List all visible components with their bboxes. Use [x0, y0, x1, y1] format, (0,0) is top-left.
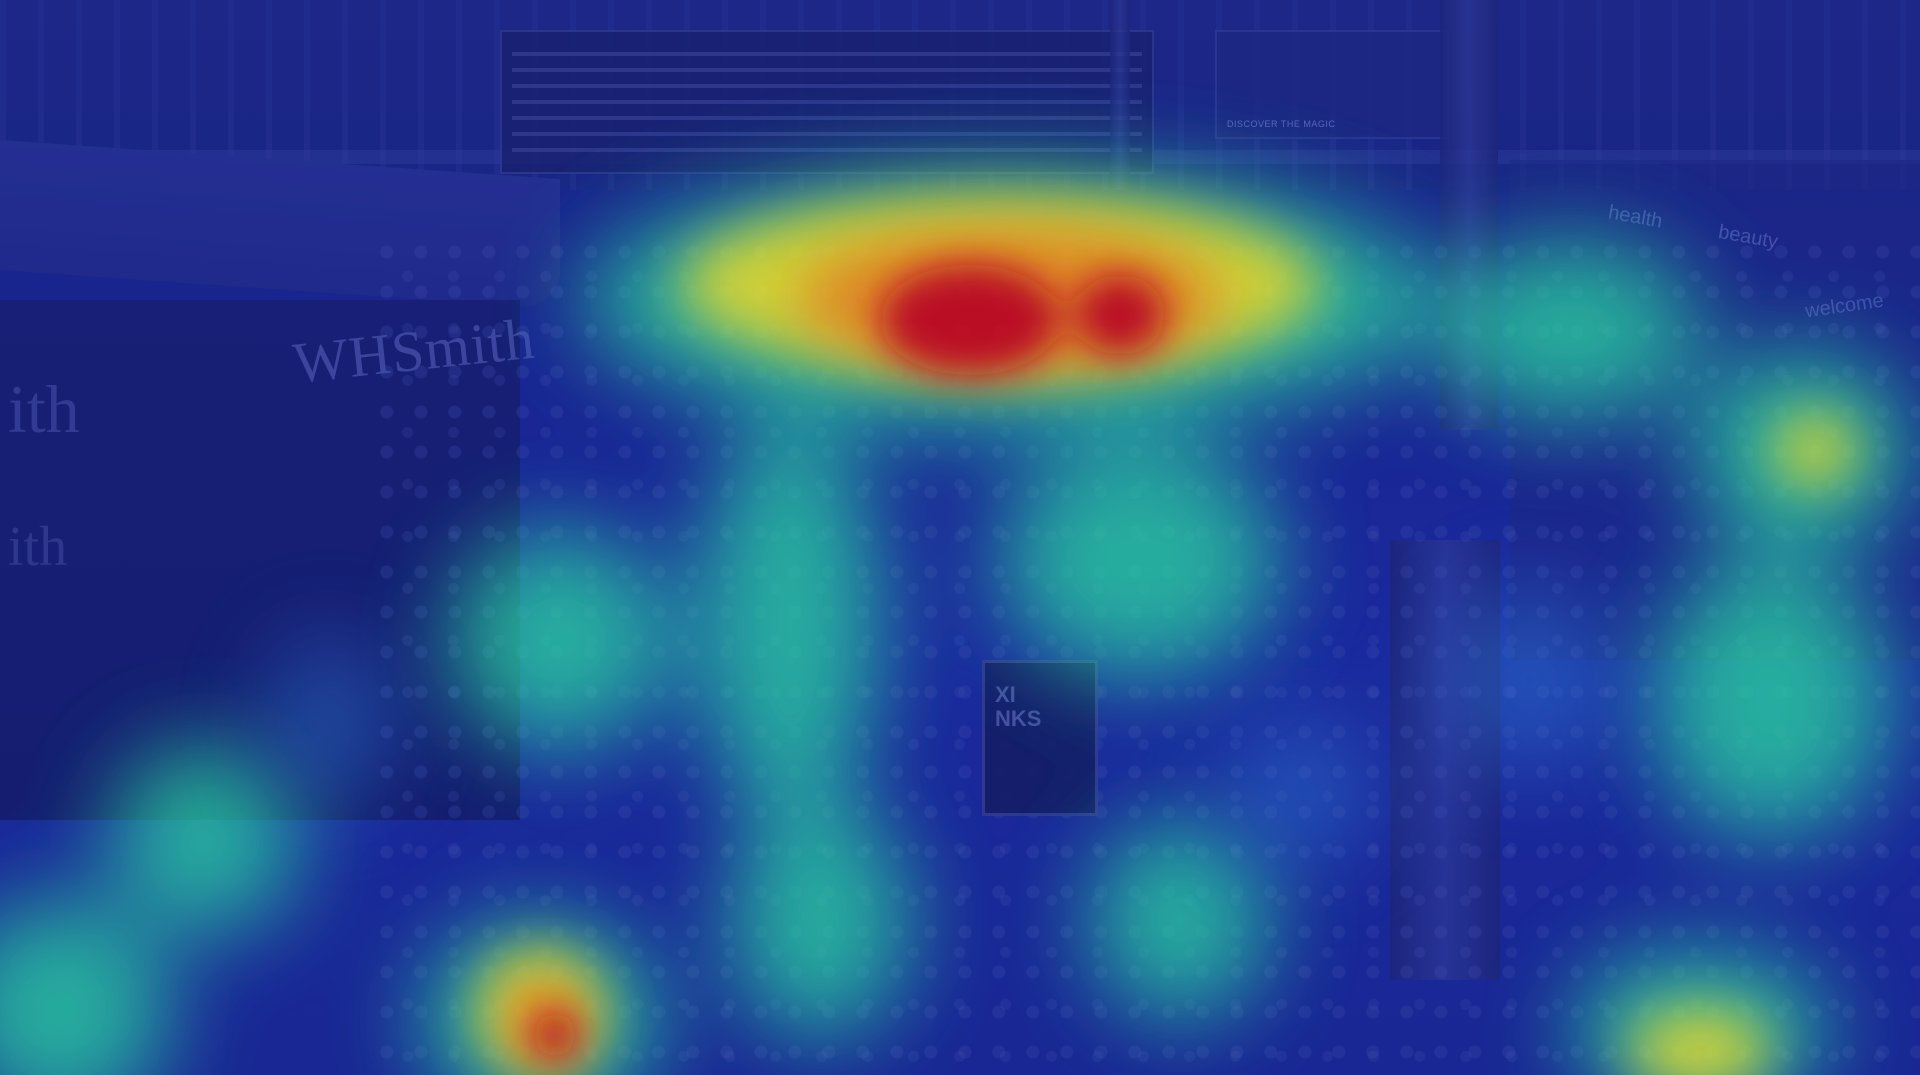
board-row [512, 100, 1142, 104]
board-row [512, 148, 1142, 152]
board-row [512, 116, 1142, 120]
taxi-sign-text: XI NKS [995, 682, 1042, 731]
poster-text: DISCOVER THE MAGIC [1227, 119, 1336, 129]
kiosk-sign-left-lower: ith [8, 516, 68, 578]
taxi-sign: XI NKS [982, 660, 1098, 816]
board-row [512, 52, 1142, 56]
board-row [512, 132, 1142, 136]
crowd-texture [380, 240, 1920, 1075]
kiosk-body [0, 300, 520, 820]
board-row [512, 68, 1142, 72]
kiosk-sign-left: ith [8, 371, 80, 447]
right-poster: DISCOVER THE MAGIC [1215, 30, 1449, 139]
pillar [1110, 0, 1130, 190]
departures-board [500, 30, 1154, 174]
board-row [512, 84, 1142, 88]
